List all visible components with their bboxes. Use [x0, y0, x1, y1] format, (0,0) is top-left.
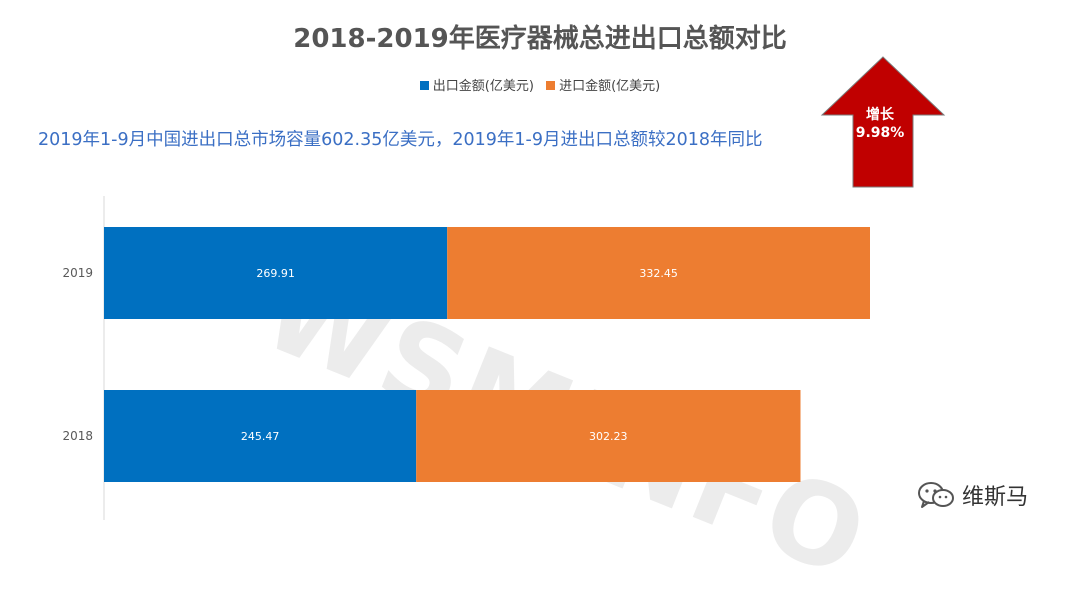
legend-swatch-import — [546, 81, 556, 90]
data-label-export-2018: 245.47 — [241, 430, 280, 443]
bar-import-2019 — [447, 227, 870, 319]
legend-swatch-export — [419, 81, 429, 90]
data-label-import-2019: 332.45 — [639, 267, 678, 280]
bars: 269.91 332.45 245.47 302.23 — [104, 227, 870, 482]
bar-export-2018 — [104, 390, 417, 482]
growth-arrow-icon — [820, 56, 946, 188]
data-label-import-2018: 302.23 — [589, 430, 628, 443]
y-tick-label-2018: 2018 — [62, 429, 93, 443]
bar-chart: 269.91 332.45 245.47 302.23 2019 2018 — [62, 196, 870, 520]
legend-label-export: 出口金额(亿美元) — [432, 79, 534, 94]
brand: 维斯马 — [916, 480, 1028, 510]
growth-label-value: 9.98% — [855, 125, 905, 141]
growth-label: 增长 9.98% — [848, 106, 912, 142]
y-tick-label-2019: 2019 — [62, 266, 93, 280]
bar-export-2019 — [104, 227, 448, 319]
brand-name: 维斯马 — [962, 485, 1029, 510]
chart-title: 2018-2019年医疗器械总进出口总额对比 — [293, 24, 787, 54]
data-label-export-2019: 269.91 — [256, 267, 295, 280]
wechat-icon — [918, 482, 954, 508]
legend-item-export: 出口金额(亿美元) — [419, 75, 534, 94]
growth-label-text: 增长 — [866, 107, 894, 123]
subtitle: 2019年1-9月中国进出口总市场容量602.35亿美元，2019年1-9月进出… — [38, 130, 763, 150]
bar-import-2018 — [416, 390, 801, 482]
legend-label-import: 进口金额(亿美元) — [559, 79, 661, 94]
legend-item-import: 进口金额(亿美元) — [546, 75, 660, 94]
legend: 出口金额(亿美元) 进口金额(亿美元) — [0, 75, 1080, 94]
